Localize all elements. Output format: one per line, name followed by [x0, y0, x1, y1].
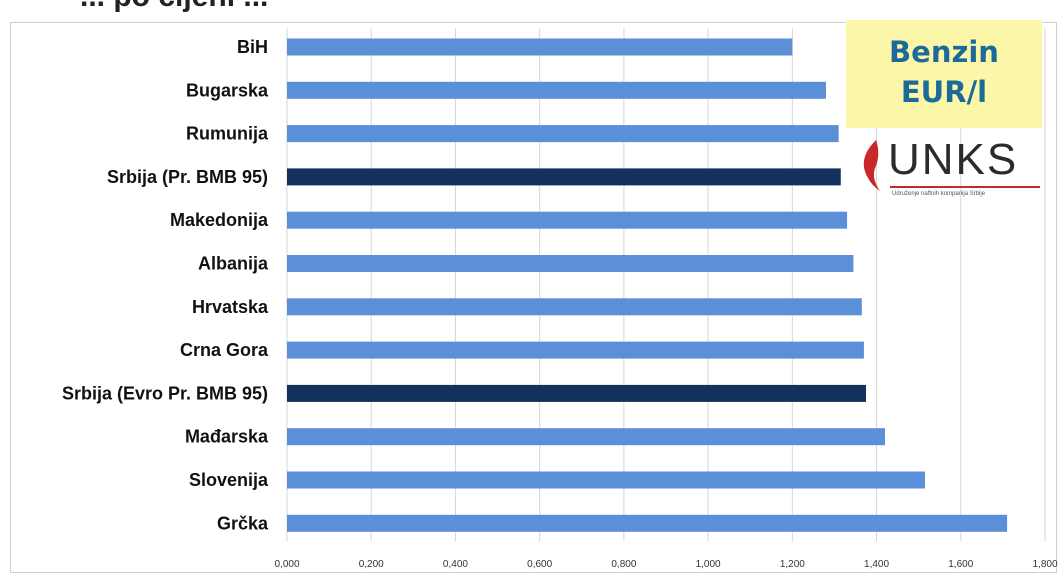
- bar: [287, 81, 827, 99]
- bar: [287, 168, 841, 186]
- bar: [287, 514, 1008, 532]
- x-tick-label: 0,000: [274, 559, 299, 570]
- category-label: Hrvatska: [192, 297, 269, 317]
- bar: [287, 38, 793, 56]
- x-tick-label: 0,600: [527, 559, 552, 570]
- category-label: Mađarska: [185, 427, 269, 447]
- badge-unit-label: EUR/l: [900, 75, 988, 109]
- fuel-unit-badge: Benzin EUR/l: [846, 20, 1042, 128]
- unks-logo: UNKS Udruženje naftnih kompanija Srbije: [858, 136, 1048, 206]
- bar: [287, 384, 867, 402]
- bar: [287, 125, 839, 143]
- category-label: Grčka: [217, 513, 269, 533]
- category-label: Srbija (Evro Pr. BMB 95): [62, 383, 268, 403]
- x-tick-label: 1,600: [948, 559, 973, 570]
- category-label: Crna Gora: [180, 340, 269, 360]
- category-label: Srbija (Pr. BMB 95): [107, 167, 268, 187]
- x-tick-label: 1,800: [1032, 559, 1057, 570]
- x-tick-label: 0,200: [359, 559, 384, 570]
- x-tick-label: 1,000: [696, 559, 721, 570]
- x-tick-label: 1,400: [864, 559, 889, 570]
- chart-frame: [10, 22, 1057, 573]
- bar: [287, 298, 862, 316]
- category-label: Bugarska: [186, 80, 269, 100]
- category-label: Albanija: [198, 254, 269, 274]
- category-label: Rumunija: [186, 124, 269, 144]
- bar: [287, 255, 854, 272]
- category-label: Makedonija: [170, 210, 269, 230]
- x-tick-label: 0,400: [443, 559, 468, 570]
- logo-wordmark: UNKS: [888, 135, 1019, 184]
- bar: [287, 471, 925, 489]
- logo-underline: [890, 186, 1040, 188]
- chart-title-fragment: ... po cijeni ...: [80, 0, 268, 14]
- badge-fuel-label: Benzin: [889, 35, 999, 69]
- bar: [287, 211, 848, 229]
- bar: [287, 341, 864, 359]
- bar: [287, 428, 885, 446]
- category-label: BiH: [237, 37, 268, 57]
- x-tick-label: 0,800: [611, 559, 636, 570]
- category-label: Slovenija: [189, 470, 269, 490]
- logo-tagline: Udruženje naftnih kompanija Srbije: [892, 191, 986, 197]
- x-tick-label: 1,200: [780, 559, 805, 570]
- flame-icon: [863, 140, 880, 191]
